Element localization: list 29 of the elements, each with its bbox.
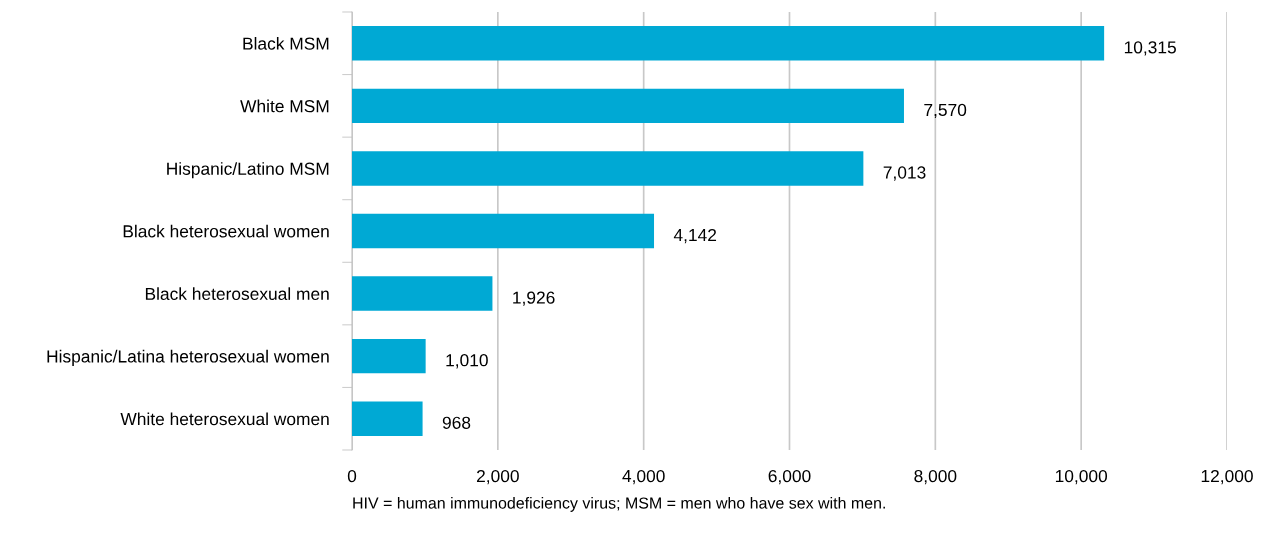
data-label: 10,315	[1124, 41, 1176, 56]
x-tick-label: 2,000	[476, 469, 519, 485]
x-tick-label: 12,000	[1201, 469, 1253, 485]
bar	[352, 88, 904, 124]
data-label: 7,013	[883, 166, 926, 181]
data-label: 4,142	[673, 228, 717, 244]
y-tick-label: White heterosexual women	[120, 412, 329, 426]
data-label: 7,570	[924, 103, 967, 119]
bar	[352, 213, 655, 249]
data-label: 1,010	[446, 354, 488, 369]
data-label: 1,926	[513, 291, 555, 306]
data-label: 968	[442, 416, 471, 429]
y-tick-label: White MSM	[240, 99, 329, 113]
bar	[352, 401, 423, 436]
text: HIV = human immunodeficiency virus; MSM = men who have sex with men.	[353, 497, 885, 512]
y-tick-label: Black heterosexual women	[123, 224, 329, 238]
bar	[352, 26, 1105, 61]
x-tick-label: 0	[347, 469, 357, 483]
y-tick-label: Black heterosexual men	[145, 287, 329, 301]
bar	[352, 276, 493, 311]
x-tick-label: 6,000	[768, 469, 811, 485]
x-tick-label: 8,000	[914, 469, 957, 485]
bar	[352, 338, 426, 374]
y-tick-label: Hispanic/Latina heterosexual women	[47, 349, 329, 367]
y-tick-label: Black MSM	[243, 37, 329, 50]
y-tick-label: Hispanic/Latino MSM	[167, 162, 329, 179]
bar	[352, 151, 864, 186]
x-tick-label: 4,000	[622, 469, 665, 485]
x-tick-label: 10,000	[1055, 469, 1108, 485]
